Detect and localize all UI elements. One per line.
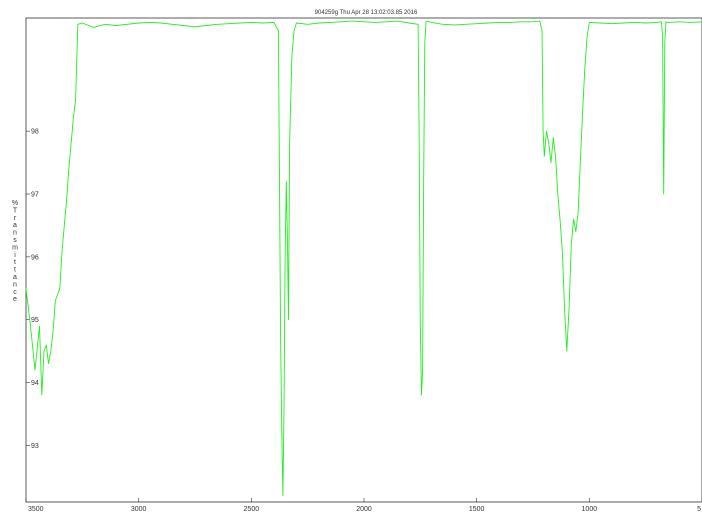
y-axis-label-char: n <box>13 230 17 237</box>
transmittance-series-line <box>25 20 702 497</box>
y-axis-label-char: s <box>13 237 17 244</box>
y-axis-label-char: m <box>12 244 18 251</box>
y-axis: 93 94 95 96 97 98 <box>26 129 39 450</box>
y-tick-label: 93 <box>31 443 39 450</box>
chart-title: 904259g Thu Apr 28 13:02:03.85 2016 <box>315 10 418 16</box>
y-tick-label: 95 <box>31 317 39 324</box>
y-tick-label: 94 <box>31 380 39 387</box>
y-axis-label-char: t <box>14 267 16 274</box>
y-axis-label-char: a <box>13 274 17 281</box>
y-tick-label: 98 <box>31 129 39 136</box>
x-tick-label: 5 <box>697 506 701 513</box>
x-axis: 3500 3000 2500 2000 1500 1000 5 <box>25 498 702 513</box>
x-tick-label: 3000 <box>131 506 147 513</box>
y-axis-label-char: i <box>14 252 16 259</box>
y-axis-label-char: r <box>14 215 17 222</box>
y-axis-label-char: a <box>13 222 17 229</box>
y-axis-label-char: n <box>13 281 17 288</box>
y-axis-label-char: T <box>13 207 18 214</box>
plot-frame <box>25 17 702 503</box>
y-axis-label-char: c <box>13 289 17 296</box>
y-axis-label-char: e <box>13 296 17 303</box>
y-axis-label-char: % <box>12 200 18 207</box>
x-tick-label: 2000 <box>356 506 372 513</box>
y-axis-label-char: t <box>14 259 16 266</box>
x-tick-label: 2500 <box>244 506 260 513</box>
x-tick-label: 1500 <box>469 506 485 513</box>
x-tick-label: 3500 <box>28 506 44 513</box>
x-tick-label: 1000 <box>582 506 598 513</box>
y-tick-label: 97 <box>31 192 39 199</box>
y-tick-label: 96 <box>31 254 39 261</box>
